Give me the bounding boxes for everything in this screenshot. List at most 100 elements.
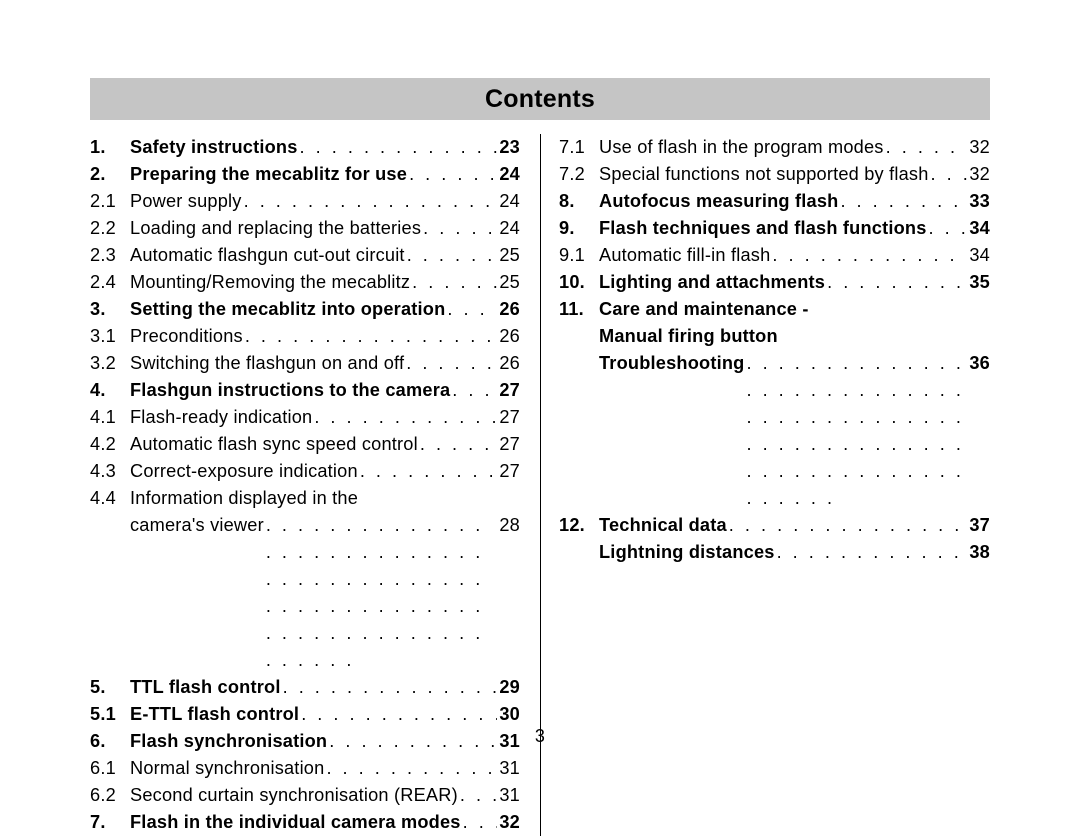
dot-leader [423,215,497,242]
dot-leader [300,134,498,161]
toc-number: 12. [559,512,599,539]
toc-page: 27 [499,458,520,485]
toc-label: Special functions not supported by flash [599,161,929,188]
toc-page: 28 [499,512,520,539]
toc-label: Loading and replacing the batteries [130,215,421,242]
toc-label: Setting the mecablitz into operation [130,296,445,323]
toc-entry: 2.2Loading and replacing the batteries 24 [90,215,520,242]
toc-entry: 10.Lighting and attachments35 [559,269,990,296]
toc-label: Switching the flashgun on and off [130,350,404,377]
toc-page: 24 [499,188,520,215]
toc-label: Flash-ready indication [130,404,312,431]
toc-label: Information displayed in the [130,485,358,512]
toc-page: 27 [499,377,520,404]
page-container: Contents 1.Safety instructions232.Prepar… [0,0,1080,765]
toc-label: Preparing the mecablitz for use [130,161,407,188]
toc-label: Power supply [130,188,242,215]
toc-page: 27 [499,404,520,431]
toc-entry: 9.1Automatic fill-in flash34 [559,242,990,269]
toc-page: 24 [499,161,520,188]
dot-leader [931,161,968,188]
toc-number: 7.2 [559,161,599,188]
toc-number: 4.4 [90,485,130,512]
toc-label: TTL flash control [130,674,281,701]
toc-label: Lightning distances [599,539,775,566]
dot-leader [326,755,497,782]
toc-number: 3.1 [90,323,130,350]
toc-number: 4.1 [90,404,130,431]
toc-number: 2.4 [90,269,130,296]
dot-leader [827,269,967,296]
toc-number: 2.1 [90,188,130,215]
toc-number: 2. [90,161,130,188]
toc-number: 9. [559,215,599,242]
toc-page: 32 [499,809,520,836]
toc-entry: 3.Setting the mecablitz into operation 26 [90,296,520,323]
dot-leader [840,188,967,215]
toc-page: 26 [499,296,520,323]
toc-number: 4. [90,377,130,404]
toc-label: Flash techniques and flash functions [599,215,927,242]
toc-entry: 6.2Second curtain synchronisation (REAR)… [90,782,520,809]
toc-page: 37 [969,512,990,539]
toc-entry: 4.1Flash-ready indication 27 [90,404,520,431]
toc-page: 25 [499,269,520,296]
toc-number: 2.2 [90,215,130,242]
dot-leader [283,674,498,701]
toc-label: Correct-exposure indication [130,458,358,485]
toc-label: Safety instructions [130,134,298,161]
dot-leader [929,215,968,242]
toc-number: 1. [90,134,130,161]
toc-page: 27 [499,431,520,458]
toc-label: Flash in the individual camera modes [130,809,461,836]
toc-page: 26 [499,323,520,350]
dot-leader [360,458,498,485]
toc-entry: 12.Technical data37 [559,512,990,539]
toc-label: Care and maintenance - [599,296,809,323]
dot-leader [412,269,497,296]
toc-entry: 2.Preparing the mecablitz for use 24 [90,161,520,188]
toc-number: 4.2 [90,431,130,458]
toc-page: 31 [499,755,520,782]
dot-leader [420,431,498,458]
dot-leader [452,377,497,404]
toc-number: 8. [559,188,599,215]
toc-number: 3. [90,296,130,323]
toc-page: 30 [499,701,520,728]
dot-leader [301,701,497,728]
toc-page: 23 [499,134,520,161]
toc-entry: 1.Safety instructions 23 [90,134,520,161]
dot-leader [886,134,968,161]
toc-label: E-TTL flash control [130,701,299,728]
page-title: Contents [485,85,595,114]
toc-label: Automatic flashgun cut-out circuit [130,242,405,269]
dot-leader [777,539,968,566]
toc-entry: 9.Flash techniques and flash functions 34 [559,215,990,242]
toc-label: Preconditions [130,323,243,350]
toc-number: 9.1 [559,242,599,269]
toc-entry: 8.Autofocus measuring flash 33 [559,188,990,215]
toc-entry: 4.2Automatic flash sync speed control27 [90,431,520,458]
dot-leader [772,242,967,269]
toc-page: 26 [499,350,520,377]
toc-entry: 7.Flash in the individual camera modes 32 [90,809,520,836]
toc-page: 33 [969,188,990,215]
toc-entry: 4.3Correct-exposure indication27 [90,458,520,485]
toc-label: Second curtain synchronisation (REAR) [130,782,458,809]
toc-label: Use of flash in the program modes [599,134,884,161]
toc-page: 34 [969,242,990,269]
toc-entry: 2.4Mounting/Removing the mecablitz25 [90,269,520,296]
page-number: 3 [0,726,1080,747]
toc-page: 29 [499,674,520,701]
toc-label: Troubleshooting [599,350,744,377]
dot-leader [746,350,967,512]
toc-page: 31 [499,782,520,809]
toc-number: 3.2 [90,350,130,377]
toc-page: 34 [969,215,990,242]
toc-entry: 5.1E-TTL flash control30 [90,701,520,728]
toc-label: Autofocus measuring flash [599,188,838,215]
toc-number: 7. [90,809,130,836]
toc-page: 24 [499,215,520,242]
dot-leader [409,161,497,188]
toc-page: 38 [969,539,990,566]
